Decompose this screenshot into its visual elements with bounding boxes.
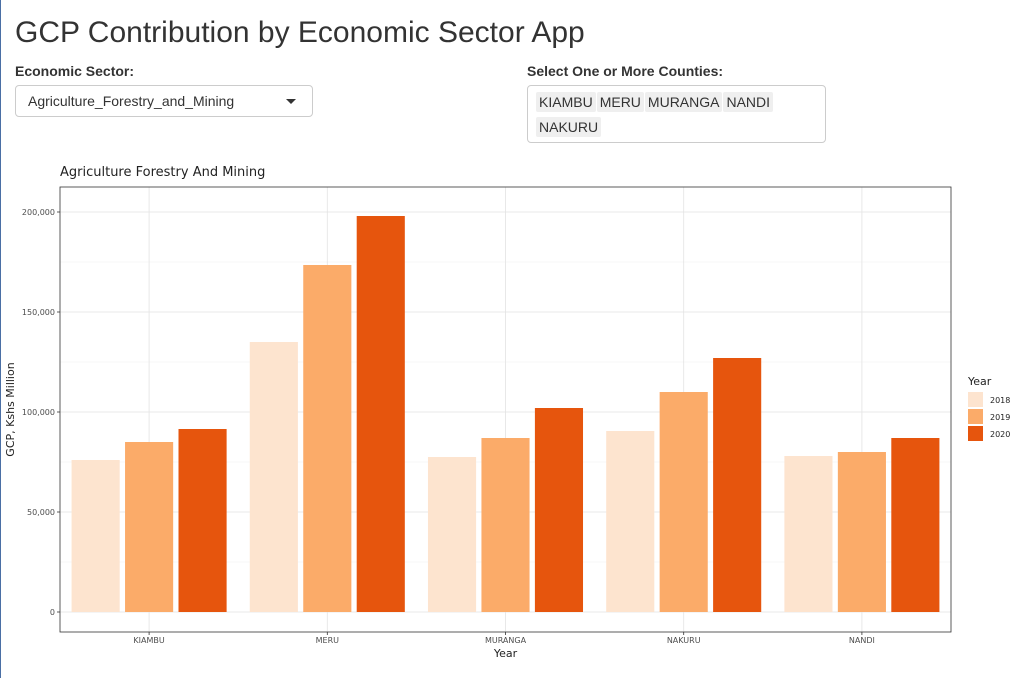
counties-label: Select One or More Counties:: [527, 63, 724, 79]
y-tick-label: 50,000: [27, 508, 55, 517]
legend-title: Year: [967, 375, 992, 388]
bar-kiambu-2019: [125, 442, 174, 612]
bar-nakuru-2019: [659, 392, 708, 612]
legend-label-2020: 2020: [990, 430, 1010, 439]
x-axis-title: Year: [493, 647, 518, 660]
chevron-down-icon[interactable]: [286, 99, 296, 104]
bar-nandi-2018: [784, 456, 833, 612]
y-axis-title: GCP, Kshs Million: [4, 362, 17, 456]
bar-meru-2019: [303, 265, 352, 612]
bar-meru-2020: [356, 216, 405, 612]
legend-key-2018: [968, 392, 983, 407]
y-tick-label: 0: [50, 608, 55, 617]
y-tick-label: 150,000: [22, 308, 55, 317]
x-tick-label: KIAMBU: [133, 636, 164, 645]
county-chip[interactable]: MURANGA: [644, 92, 723, 112]
chart-title: Agriculture Forestry And Mining: [60, 165, 266, 180]
legend-label-2019: 2019: [990, 413, 1010, 422]
y-tick-label: 200,000: [22, 208, 55, 217]
sector-select-value: Agriculture_Forestry_and_Mining: [28, 93, 235, 109]
window-edge: [0, 0, 1, 678]
x-tick-label: NANDI: [849, 636, 875, 645]
x-tick-label: MURANGA: [485, 636, 527, 645]
bar-kiambu-2020: [178, 429, 227, 612]
legend-key-2020: [968, 426, 983, 441]
bar-muranga-2019: [481, 438, 530, 612]
legend-key-2019: [968, 409, 983, 424]
bar-kiambu-2018: [71, 460, 120, 612]
county-chip[interactable]: KIAMBU: [536, 92, 596, 112]
county-chip[interactable]: MERU: [596, 92, 644, 112]
x-tick-label: MERU: [316, 636, 340, 645]
bar-muranga-2020: [534, 408, 584, 612]
bar-nakuru-2018: [606, 431, 655, 612]
counties-multiselect[interactable]: KIAMBU MERU MURANGA NANDI NAKURU: [527, 85, 826, 143]
county-chip[interactable]: NANDI: [723, 92, 774, 112]
y-tick-label: 100,000: [22, 408, 55, 417]
x-tick-label: NAKURU: [667, 636, 701, 645]
county-chip[interactable]: NAKURU: [536, 117, 602, 137]
sector-select[interactable]: Agriculture_Forestry_and_Mining: [15, 85, 313, 117]
bar-nandi-2019: [837, 452, 886, 612]
bar-meru-2018: [249, 342, 298, 612]
bar-nandi-2020: [891, 438, 940, 612]
bar-nakuru-2020: [713, 358, 762, 612]
sector-label: Economic Sector:: [15, 63, 135, 79]
legend-label-2018: 2018: [990, 396, 1010, 405]
page-title: GCP Contribution by Economic Sector App: [15, 16, 585, 49]
bar-muranga-2018: [427, 457, 477, 612]
